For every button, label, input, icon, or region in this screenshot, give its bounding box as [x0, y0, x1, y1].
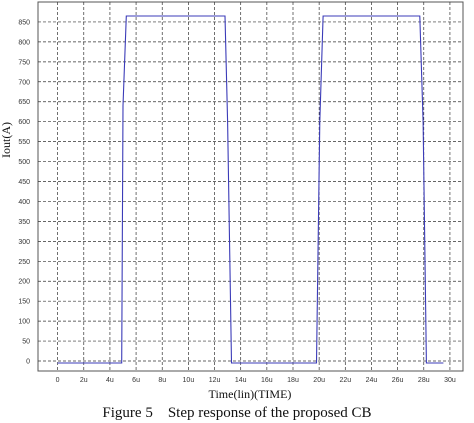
x-tick-label: 12u	[209, 377, 221, 384]
grid-lines	[38, 2, 463, 371]
y-tick-label: 0	[26, 359, 30, 366]
x-tick-label: 2u	[80, 377, 88, 384]
y-tick-label: 500	[18, 159, 30, 166]
x-tick-label: 6u	[132, 377, 140, 384]
y-tick-label: 850	[18, 19, 30, 26]
data-lines	[57, 15, 444, 364]
y-tick-label: 600	[18, 119, 30, 126]
y-tick-label: 350	[18, 219, 30, 226]
y-tick-label: 550	[18, 139, 30, 146]
x-tick-label: 14u	[235, 377, 247, 384]
x-tick-label: 16u	[261, 377, 273, 384]
x-tick-label: 30u	[444, 377, 456, 384]
y-tick-labels: 0 50 100 150 200 250 300 350 400 450 500 550 600 650 7…	[18, 19, 30, 365]
y-tick-label: 150	[18, 299, 30, 306]
x-tick-label: 26u	[392, 377, 404, 384]
y-tick-label: 300	[18, 239, 30, 246]
x-tick-labels: 0 2u 4u 6u 8u 10u 12u 14u 16u 18u 20u 22u 24u 26u 28u 3…	[56, 377, 456, 384]
y-tick-label: 750	[18, 59, 30, 66]
y-tick-label: 100	[18, 319, 30, 326]
y-tick-label: 50	[22, 339, 30, 346]
x-tick-label: 0	[56, 377, 60, 384]
y-tick-label: 650	[18, 99, 30, 106]
x-tick-label: 22u	[339, 377, 351, 384]
y-tick-label: 700	[18, 79, 30, 86]
x-tick-label: 10u	[183, 377, 195, 384]
y-axis-title: Iout(A)	[0, 122, 13, 158]
x-tick-label: 4u	[106, 377, 114, 384]
y-tick-label: 250	[18, 259, 30, 266]
x-tick-label: 20u	[313, 377, 325, 384]
x-tick-label: 8u	[158, 377, 166, 384]
plot-background	[37, 1, 464, 372]
x-tick-label: 24u	[366, 377, 378, 384]
series-line	[57, 15, 444, 364]
y-tick-label: 800	[18, 39, 30, 46]
x-tick-label: 28u	[418, 377, 430, 384]
figure-caption: Figure 5 Step response of the proposed C…	[102, 405, 372, 421]
x-axis-title: Time(lin)(TIME)	[209, 387, 292, 401]
y-tick-label: 200	[18, 279, 30, 286]
y-tick-label: 400	[18, 199, 30, 206]
y-tick-label: 450	[18, 179, 30, 186]
x-tick-label: 18u	[287, 377, 299, 384]
